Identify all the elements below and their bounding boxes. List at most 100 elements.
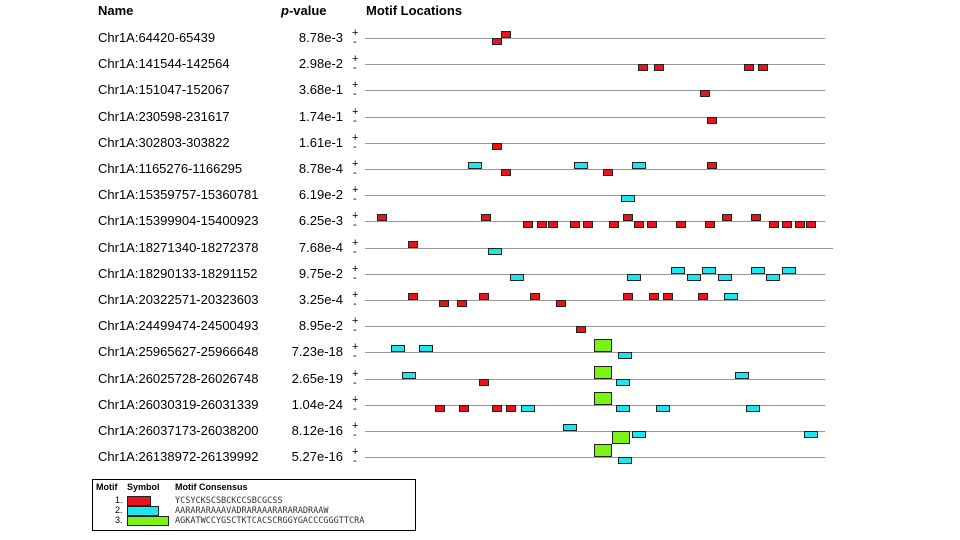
motif-1-site-minus [700,90,710,97]
sequence-pvalue: 1.61e-1 [298,135,343,150]
motif-1-site-plus [408,293,418,300]
motif-1-site-minus [570,221,580,228]
minus-strand-label: - [353,36,357,48]
motif-1-site-minus [705,221,715,228]
sequence-pvalue: 8.78e-4 [298,161,343,176]
minus-strand-label: - [353,350,357,362]
motif-locations-header: Motif Locations [366,3,463,18]
motif-1-site-minus [548,221,558,228]
sequence-name: Chr1A:26030319-26031339 [98,397,259,412]
sequence-pvalue: 3.25e-4 [298,292,343,307]
motif-1-site-minus [795,221,805,228]
motif-2-site-plus [735,372,749,379]
sequence-name: Chr1A:141544-142564 [98,56,230,71]
sequence-name: Chr1A:1165276-1166295 [98,161,243,176]
motif-2-site-plus [782,267,796,274]
pvalue-header-rest: -value [288,3,327,18]
motif-legend: Motif Symbol Motif Consensus 1. YCSYCKSCS… [92,479,416,531]
plus-strand-label: + [352,27,359,39]
minus-strand-label: - [353,88,357,100]
motif-1-site-plus [722,214,732,221]
motif-2-site-minus [621,195,635,202]
motif-2-site-minus [687,274,701,281]
minus-strand-label: - [353,403,357,415]
plus-strand-label: + [352,394,359,406]
motif-3-site-plus [594,366,612,379]
sequence-pvalue: 6.25e-3 [298,213,343,228]
motif-1-site-minus [479,379,489,386]
motif-1-site-minus [758,64,768,71]
motif-2-site-plus [574,162,588,169]
sequence-pvalue: 3.68e-1 [298,82,343,97]
motif-2-site-minus [510,274,524,281]
sequence-line [365,64,825,65]
sequence-line [365,300,825,301]
motif-2-site-minus [718,274,732,281]
sequence-name: Chr1A:20322571-20323603 [98,292,259,307]
motif-1-site-plus [663,293,673,300]
legend-motif-number: 3. [115,515,123,525]
motif-1-site-minus [609,221,619,228]
motif-2-site-minus [616,405,630,412]
legend-motif-number: 1. [115,495,123,505]
plus-strand-label: + [352,368,359,380]
sequence-pvalue: 1.04e-24 [291,397,343,412]
sequence-name: Chr1A:18290133-18291152 [98,266,258,281]
motif-1-site-minus [457,300,467,307]
sequence-line [365,90,825,91]
motif-1-site-minus [638,64,648,71]
motif-1-site-minus [439,300,449,307]
sequence-line [365,457,825,458]
motif-1-site-minus [492,405,502,412]
sequence-line [365,431,825,432]
motif-1-site-minus [634,221,644,228]
plus-strand-label: + [352,289,359,301]
sequence-pvalue: 1.74e-1 [298,109,343,124]
minus-strand-label: - [353,377,357,389]
plus-strand-label: + [352,341,359,353]
sequence-name: Chr1A:230598-231617 [98,109,230,124]
sequence-pvalue: 8.78e-3 [298,30,343,45]
motif-2-site-minus [627,274,641,281]
minus-strand-label: - [353,298,357,310]
motif-2-site-plus [702,267,716,274]
sequence-line [365,38,825,39]
motif-1-site-minus [603,169,613,176]
sequence-line [365,117,825,118]
sequence-line [365,326,825,327]
motif-1-site-minus [492,38,502,45]
motif-2-site-plus [391,345,405,352]
minus-strand-label: - [353,429,357,441]
plus-strand-label: + [352,132,359,144]
plus-strand-label: + [352,420,359,432]
sequence-pvalue: 2.65e-19 [291,371,343,386]
motif-1-site-plus [377,214,387,221]
sequence-name: Chr1A:151047-152067 [98,82,230,97]
sequence-name: Chr1A:15399904-15400923 [98,213,259,228]
motif-1-site-minus [537,221,547,228]
pvalue-column-header: p-value [281,3,327,18]
sequence-pvalue: 2.98e-2 [298,56,343,71]
motif-1-site-minus [744,64,754,71]
plus-strand-label: + [352,184,359,196]
motif-2-site-minus [656,405,670,412]
legend-consensus-header: Motif Consensus [175,482,248,492]
minus-strand-label: - [353,62,357,74]
motif-1-site-minus [647,221,657,228]
sequence-pvalue: 7.23e-18 [291,344,343,359]
minus-strand-label: - [353,219,357,231]
sequence-line [365,274,825,275]
sequence-line [365,195,825,196]
motif-1-site-plus [623,293,633,300]
plus-strand-label: + [352,53,359,65]
legend-symbol-header: Symbol [127,482,160,492]
motif-1-site-minus [523,221,533,228]
motif-2-site-plus [751,267,765,274]
sequence-line [365,221,825,222]
motif-2-site-minus [766,274,780,281]
motif-1-site-minus [459,405,469,412]
plus-strand-label: + [352,210,359,222]
motif-3-site-plus [594,392,612,405]
minus-strand-label: - [353,141,357,153]
motif-2-site-minus [618,457,632,464]
